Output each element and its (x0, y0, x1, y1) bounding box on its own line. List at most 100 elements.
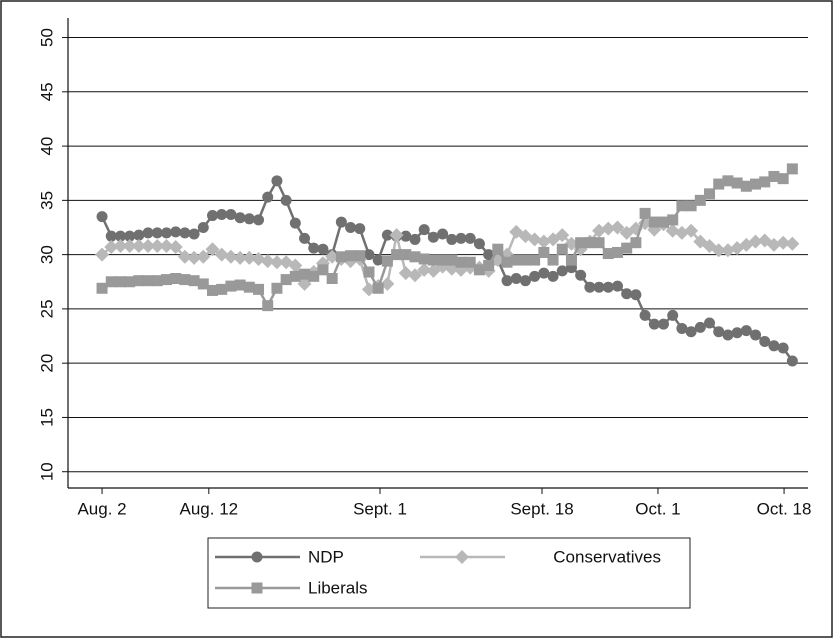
point (418, 224, 430, 236)
point (759, 335, 771, 347)
point (674, 225, 689, 240)
point (455, 256, 467, 268)
point (177, 249, 192, 264)
point (363, 266, 375, 278)
point (160, 274, 172, 286)
point (676, 322, 688, 334)
point (133, 229, 145, 241)
point (243, 281, 255, 293)
point (639, 207, 651, 219)
point (720, 243, 735, 258)
point (381, 229, 393, 241)
point (740, 325, 752, 337)
point (262, 300, 274, 312)
legend-label: NDP (308, 547, 344, 566)
point (529, 254, 541, 266)
point (704, 317, 716, 329)
point (584, 281, 596, 293)
point (243, 213, 255, 225)
point (253, 283, 265, 295)
point (113, 238, 128, 253)
point (345, 221, 357, 233)
point (234, 279, 246, 291)
y-tick-label: 50 (37, 28, 56, 47)
point (556, 265, 568, 277)
point (722, 175, 734, 187)
point (95, 247, 110, 262)
point (483, 259, 495, 271)
point (777, 173, 789, 185)
point (510, 254, 522, 266)
point (464, 256, 476, 268)
point (196, 249, 211, 264)
point (492, 243, 504, 255)
point (380, 276, 395, 291)
point (197, 221, 209, 233)
point (150, 238, 165, 253)
point (105, 230, 117, 242)
point (704, 188, 716, 200)
legend-marker (251, 582, 263, 594)
point (601, 221, 616, 236)
point (124, 230, 136, 242)
point (280, 194, 292, 206)
point (104, 240, 119, 255)
point (168, 240, 183, 255)
y-tick-label: 30 (37, 245, 56, 264)
point (233, 250, 248, 265)
point (179, 274, 191, 286)
point (731, 177, 743, 189)
point (142, 275, 154, 287)
point (205, 242, 220, 257)
point (611, 280, 623, 292)
point (768, 340, 780, 352)
point (648, 318, 660, 330)
point (446, 233, 458, 245)
legend-label: Conservatives (553, 547, 661, 566)
point (501, 275, 513, 287)
point (527, 232, 542, 247)
x-tick-label: Sept. 1 (353, 499, 407, 518)
point (409, 233, 421, 245)
point (187, 250, 202, 265)
point (398, 266, 413, 281)
point (529, 270, 541, 282)
legend-marker (455, 550, 469, 564)
point (289, 217, 301, 229)
point (363, 249, 375, 261)
point (538, 267, 550, 279)
point (575, 269, 587, 281)
point (299, 232, 311, 244)
y-tick-label: 25 (37, 299, 56, 318)
point (354, 250, 366, 262)
point (473, 238, 485, 250)
point (657, 216, 669, 228)
point (786, 355, 798, 367)
point (335, 251, 347, 263)
point (216, 208, 228, 220)
point (151, 275, 163, 287)
point (556, 243, 568, 255)
point (473, 264, 485, 276)
y-tick-label: 35 (37, 191, 56, 210)
point (96, 282, 108, 294)
point (299, 268, 311, 280)
point (593, 281, 605, 293)
point (759, 176, 771, 188)
point (354, 223, 366, 235)
point (269, 255, 284, 270)
point (335, 216, 347, 228)
point (602, 281, 614, 293)
point (711, 243, 726, 258)
point (262, 191, 274, 203)
point (418, 253, 430, 265)
point (722, 329, 734, 341)
point (611, 246, 623, 258)
point (501, 256, 513, 268)
point (750, 329, 762, 341)
point (584, 237, 596, 249)
point (325, 249, 340, 264)
point (407, 268, 422, 283)
point (685, 200, 697, 212)
